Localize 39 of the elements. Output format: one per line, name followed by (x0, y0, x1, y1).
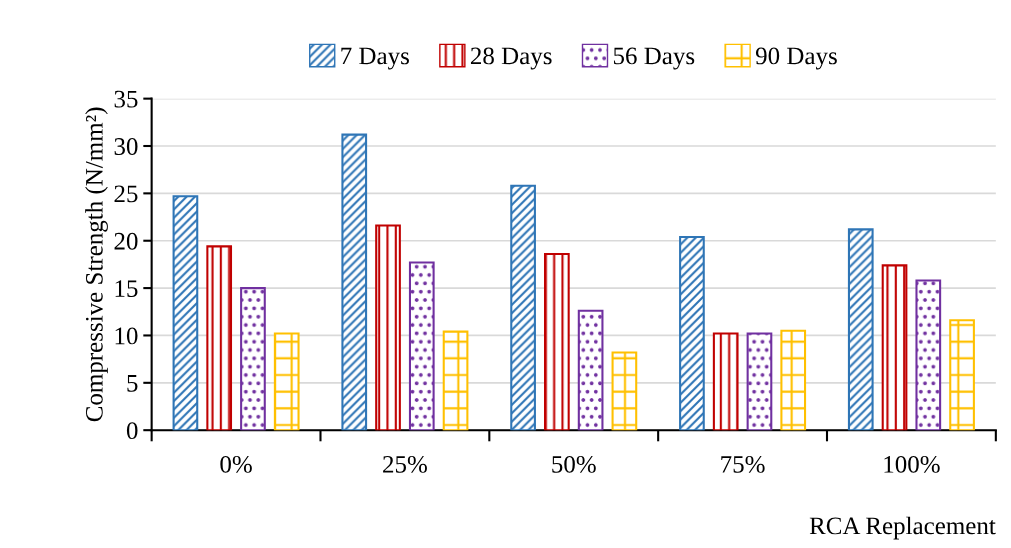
legend-label: 7 Days (341, 47, 409, 70)
y-tick-label: 15 (115, 280, 138, 298)
bar (375, 224, 401, 431)
bar (577, 309, 604, 431)
x-tick-label: 100% (884, 455, 940, 473)
y-axis-title: Compressive Strength (N/mm²) (85, 107, 108, 422)
legend-label: 90 Days (755, 47, 837, 70)
bar (240, 287, 266, 431)
y-tick-label: 25 (114, 185, 138, 203)
legend-label: 28 Days (470, 47, 552, 70)
y-tick-label: 10 (115, 327, 138, 345)
y-tick-label: 0 (126, 422, 138, 440)
bar (847, 228, 874, 431)
bar (949, 319, 975, 431)
y-tick-label: 30 (114, 138, 138, 155)
x-tick-label: 75% (721, 455, 765, 473)
x-tick-label: 25% (383, 455, 427, 473)
bar (408, 261, 435, 431)
bar (746, 332, 773, 431)
bar (172, 195, 199, 431)
bar (915, 279, 942, 431)
bar (679, 235, 705, 431)
bar (341, 133, 368, 431)
y-tick-label: 5 (127, 375, 138, 392)
bar (780, 329, 807, 431)
bar (881, 264, 908, 431)
x-tick-label: 50% (552, 455, 596, 473)
bar (544, 252, 570, 431)
y-tick-label: 20 (114, 232, 138, 250)
bar (712, 332, 739, 431)
bar (611, 351, 638, 431)
y-tick-label: 35 (114, 90, 138, 108)
bar (273, 332, 300, 431)
bar (206, 245, 233, 431)
x-tick-label: 0% (220, 455, 252, 473)
bar (510, 184, 536, 431)
bar (442, 330, 469, 431)
x-axis-title: RCA Replacement (809, 516, 996, 540)
legend-label: 56 Days (613, 47, 695, 70)
